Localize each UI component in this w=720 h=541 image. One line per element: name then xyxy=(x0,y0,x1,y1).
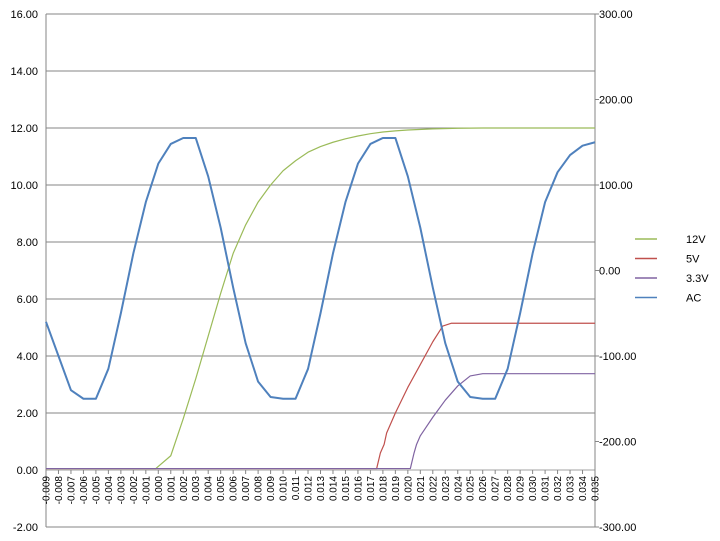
x-tick-label: 0.032 xyxy=(553,476,564,501)
y-tick-label: 16.00 xyxy=(10,9,38,21)
y-tick-label: 12.00 xyxy=(10,123,38,135)
x-tick-label: 0.018 xyxy=(378,476,389,501)
y-tick-label: 4.00 xyxy=(17,351,38,363)
x-tick-label: -0.006 xyxy=(79,476,90,505)
y-tick-label: 10.00 xyxy=(10,180,38,192)
x-tick-label: 0.012 xyxy=(304,476,315,501)
series-line-12v xyxy=(46,127,595,470)
legend-label: 5V xyxy=(686,254,700,266)
x-tick-label: -0.004 xyxy=(104,476,115,505)
y-tick-label: 2.00 xyxy=(17,408,38,420)
x-tick-label: 0.008 xyxy=(254,476,265,501)
x-tick-label: 0.023 xyxy=(441,476,452,501)
x-tick-label: 0.002 xyxy=(179,476,190,501)
x-tick-label: 0.026 xyxy=(478,476,489,501)
x-tick-label: 0.010 xyxy=(279,476,290,501)
x-tick-label: -0.003 xyxy=(116,476,127,505)
x-tick-label: 0.014 xyxy=(328,476,339,501)
x-axis: -0.009 -0.008 -0.007 -0.006 -0.005 -0.004 -0.0… xyxy=(42,470,602,504)
x-tick-label: -0.009 xyxy=(42,476,53,505)
right-y-axis: -300.00 -200.00 -100.00 0.00 100.00 200.00 300… xyxy=(595,9,636,534)
x-tick-label: -0.001 xyxy=(141,476,152,505)
x-tick-label: 0.009 xyxy=(266,476,277,501)
x-tick-label: 0.005 xyxy=(216,476,227,501)
x-tick-label: 0.004 xyxy=(204,476,215,501)
x-tick-label: 0.027 xyxy=(491,476,502,501)
x-tick-label: -0.007 xyxy=(66,476,77,505)
x-tick-label: 0.001 xyxy=(166,476,177,501)
legend-label: 12V xyxy=(686,234,706,246)
x-tick-label: 0.031 xyxy=(541,476,552,501)
y2-tick-label: 0.00 xyxy=(599,266,620,278)
x-tick-label: -0.005 xyxy=(91,476,102,505)
series-line-5v xyxy=(46,322,595,470)
y2-tick-label: 200.00 xyxy=(599,95,633,107)
x-tick-label: 0.013 xyxy=(316,476,327,501)
x-tick-label: 0.033 xyxy=(566,476,577,501)
x-tick-label: 0.029 xyxy=(516,476,527,501)
y2-tick-label: -300.00 xyxy=(599,522,636,534)
x-tick-label: 0.034 xyxy=(578,476,589,501)
y2-tick-label: -200.00 xyxy=(599,437,636,449)
x-tick-label: 0.019 xyxy=(391,476,402,501)
y2-tick-label: -100.00 xyxy=(599,351,636,363)
x-tick-label: 0.030 xyxy=(528,476,539,501)
x-tick-label: 0.022 xyxy=(428,476,439,501)
legend-label: 3.3V xyxy=(686,273,709,285)
x-tick-label: 0.011 xyxy=(291,476,302,501)
x-tick-label: 0.003 xyxy=(191,476,202,501)
x-tick-label: 0.028 xyxy=(503,476,514,501)
x-tick-label: 0.024 xyxy=(453,476,464,501)
x-tick-label: 0.006 xyxy=(229,476,240,501)
legend-label: AC xyxy=(686,293,701,305)
y-tick-label: 6.00 xyxy=(17,294,38,306)
y-tick-label: -2.00 xyxy=(13,522,38,534)
x-tick-label: -0.002 xyxy=(129,476,140,505)
x-tick-label: 0.017 xyxy=(366,476,377,501)
x-tick-label: 0.025 xyxy=(466,476,477,501)
x-tick-label: 0.007 xyxy=(241,476,252,501)
series-line-3-3v xyxy=(46,373,595,470)
x-tick-label: 0.000 xyxy=(154,476,165,501)
y-tick-label: 8.00 xyxy=(17,237,38,249)
y2-tick-label: 300.00 xyxy=(599,9,633,21)
left-y-axis: -2.00 0.00 2.00 4.00 6.00 8.00 10.00 12.00 14.00… xyxy=(10,9,38,534)
legend: 12V 5V 3.3V AC xyxy=(635,234,709,305)
x-tick-label: 0.015 xyxy=(341,476,352,501)
y-tick-label: 14.00 xyxy=(10,66,38,78)
x-tick-label: 0.021 xyxy=(416,476,427,501)
x-tick-label: -0.008 xyxy=(54,476,65,505)
y-tick-label: 0.00 xyxy=(17,465,38,477)
x-tick-label: 0.020 xyxy=(403,476,414,501)
x-tick-label: 0.016 xyxy=(353,476,364,501)
series-lines xyxy=(45,127,596,470)
y2-tick-label: 100.00 xyxy=(599,180,633,192)
x-tick-label: 0.035 xyxy=(591,476,602,501)
series-line-ac xyxy=(45,136,596,400)
gridlines xyxy=(45,13,596,528)
